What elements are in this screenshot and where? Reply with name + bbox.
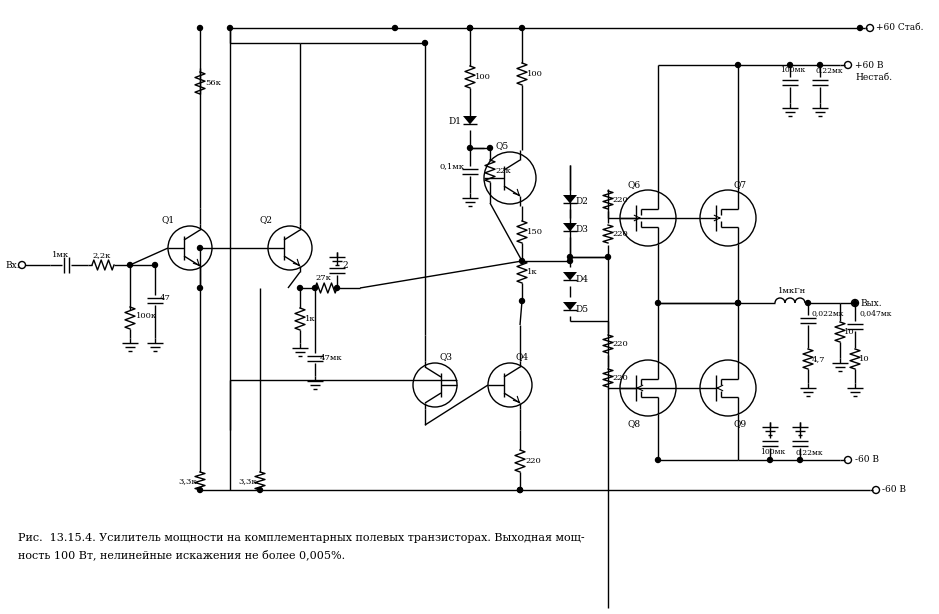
Circle shape [735,63,741,68]
Text: 3,3к: 3,3к [238,477,256,485]
Circle shape [468,26,472,31]
Text: 22к: 22к [495,167,511,175]
Polygon shape [563,302,577,311]
Circle shape [423,41,427,45]
Circle shape [313,286,317,290]
Circle shape [797,457,803,462]
Text: Нестаб.: Нестаб. [855,72,892,82]
Text: 0,22мк: 0,22мк [815,66,842,74]
Text: 27к: 27к [315,274,331,282]
Text: D2: D2 [575,198,588,206]
Text: 10: 10 [844,328,854,336]
Circle shape [519,26,525,31]
Circle shape [468,26,472,31]
Circle shape [487,146,492,150]
Text: 4,7: 4,7 [812,355,825,363]
Circle shape [818,63,823,68]
Text: 150: 150 [527,228,543,236]
Text: 220: 220 [612,230,628,238]
Circle shape [567,258,573,263]
Text: Q3: Q3 [440,352,453,362]
Polygon shape [563,195,577,203]
Text: 47: 47 [160,294,171,302]
Circle shape [257,488,263,492]
Text: Рис.  13.15.4. Усилитель мощности на комплементарных полевых транзисторах. Выход: Рис. 13.15.4. Усилитель мощности на комп… [18,533,585,543]
Circle shape [517,488,522,492]
Circle shape [735,300,741,306]
Text: 2: 2 [342,260,347,270]
Text: 1к: 1к [305,315,316,323]
Text: 0,22мк: 0,22мк [795,448,823,456]
Text: 0,047мк: 0,047мк [859,309,891,317]
Text: -60 В: -60 В [882,486,906,494]
Circle shape [767,457,773,462]
Circle shape [393,26,397,31]
Circle shape [468,146,472,150]
Circle shape [788,63,793,68]
Text: Q7: Q7 [733,181,747,190]
Text: 10: 10 [859,355,870,363]
Text: Вых.: Вых. [860,298,882,308]
Circle shape [197,488,203,492]
Text: 220: 220 [612,196,628,204]
Text: Q5: Q5 [495,141,508,150]
Text: Q9: Q9 [733,419,747,429]
Text: 100к: 100к [136,312,157,320]
Text: ность 100 Вт, нелинейные искажения не более 0,005%.: ность 100 Вт, нелинейные искажения не бо… [18,550,346,561]
Text: D4: D4 [575,274,588,284]
Text: Q2: Q2 [260,216,273,225]
Circle shape [128,263,132,268]
Text: 0,022мк: 0,022мк [812,309,844,317]
Circle shape [853,300,857,306]
Text: 0,1мк: 0,1мк [440,162,465,170]
Text: +60 Стаб.: +60 Стаб. [876,23,923,33]
Text: Q6: Q6 [628,181,641,190]
Circle shape [567,254,573,260]
Text: 100мк: 100мк [760,448,785,456]
Circle shape [197,286,203,290]
Text: Q4: Q4 [515,352,528,362]
Text: 1мкГн: 1мкГн [778,287,807,295]
Circle shape [334,286,340,290]
Circle shape [857,26,863,31]
Text: 100: 100 [527,70,543,78]
Polygon shape [463,116,477,125]
Text: 220: 220 [612,340,628,348]
Text: 56к: 56к [205,79,221,87]
Polygon shape [563,223,577,231]
Text: +60 В: +60 В [855,61,884,69]
Text: 47мк: 47мк [320,354,343,362]
Text: 3,3к: 3,3к [178,477,196,485]
Circle shape [806,300,810,306]
Circle shape [517,488,522,492]
Circle shape [655,300,660,306]
Text: 1мк: 1мк [52,251,69,259]
Text: -60 В: -60 В [855,456,879,465]
Circle shape [227,26,233,31]
Text: 100мк: 100мк [780,66,806,74]
Circle shape [197,246,203,251]
Circle shape [606,254,610,260]
Text: 220: 220 [525,457,541,465]
Text: Вх.: Вх. [5,260,20,270]
Circle shape [655,457,660,462]
Circle shape [298,286,302,290]
Text: 2,2к: 2,2к [92,251,111,259]
Circle shape [519,258,525,263]
Text: Q1: Q1 [162,216,176,225]
Text: 220: 220 [612,374,628,382]
Text: D5: D5 [575,305,588,314]
Text: D1: D1 [448,117,461,126]
Text: Q8: Q8 [628,419,641,429]
Text: D3: D3 [575,225,588,235]
Polygon shape [563,272,577,281]
Text: 1к: 1к [527,268,538,276]
Text: 100: 100 [475,73,491,81]
Circle shape [519,298,525,303]
Circle shape [152,263,158,268]
Circle shape [735,300,741,306]
Circle shape [197,26,203,31]
